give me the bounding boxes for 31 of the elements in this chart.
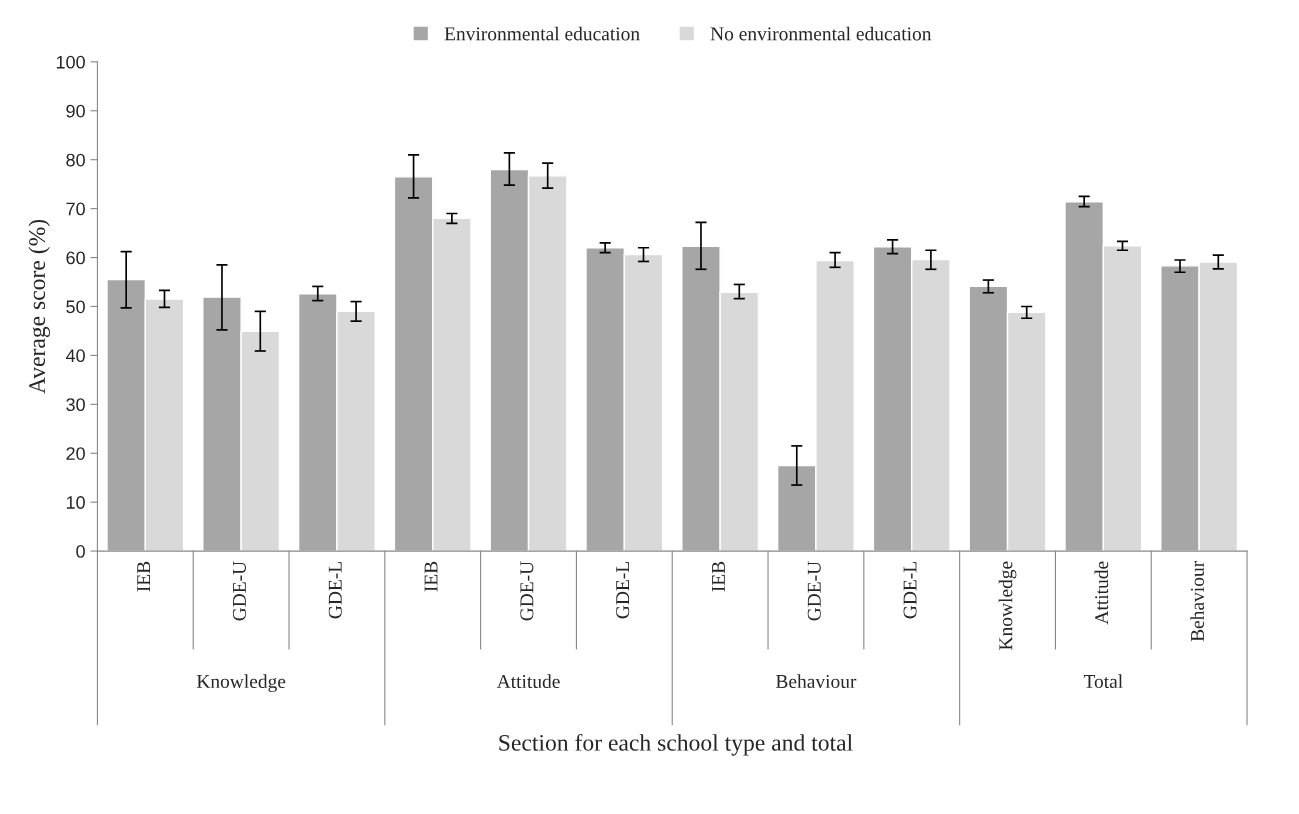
- y-tick-label: 30: [66, 398, 85, 412]
- y-tick-label: 10: [66, 496, 85, 509]
- x-tick-label: GDE-U: [520, 561, 534, 621]
- x-tick-label: Knowledge: [998, 561, 1017, 650]
- x-tick-label: IEB: [137, 561, 151, 592]
- y-tick-label: 20: [66, 447, 85, 460]
- x-tick-label: GDE-L: [903, 562, 917, 619]
- legend-label: No environmental education: [710, 26, 932, 41]
- x-tick-label: GDE-L: [616, 562, 630, 619]
- x-tick-label: Attitude: [1094, 561, 1109, 625]
- x-tick-label: Behaviour: [1190, 561, 1205, 642]
- text: Knowledge: [196, 674, 286, 693]
- legend-label: Environmental education: [444, 26, 640, 41]
- x-axis-title: Section for each school type and total: [499, 733, 853, 756]
- x-tick-label: GDE-U: [807, 561, 821, 621]
- y-tick-label: 60: [66, 251, 85, 265]
- y-axis-title: Average score (%): [28, 219, 50, 394]
- x-tick-label: IEB: [424, 561, 438, 592]
- text: Attitude: [496, 674, 560, 689]
- x-tick-label: IEB: [712, 561, 725, 592]
- text: Behaviour: [775, 674, 857, 689]
- text: Total: [1083, 674, 1123, 689]
- y-tick-label: 90: [66, 104, 85, 118]
- y-tick-label: 50: [66, 300, 85, 314]
- x-tick-label: GDE-L: [328, 562, 342, 619]
- y-tick-label: 70: [66, 202, 85, 216]
- y-tick-label: 80: [66, 153, 85, 167]
- y-tick-label: 0: [76, 545, 85, 558]
- y-tick-label: 100: [56, 55, 85, 69]
- y-tick-label: 40: [65, 349, 85, 363]
- x-tick-label: GDE-U: [232, 561, 246, 621]
